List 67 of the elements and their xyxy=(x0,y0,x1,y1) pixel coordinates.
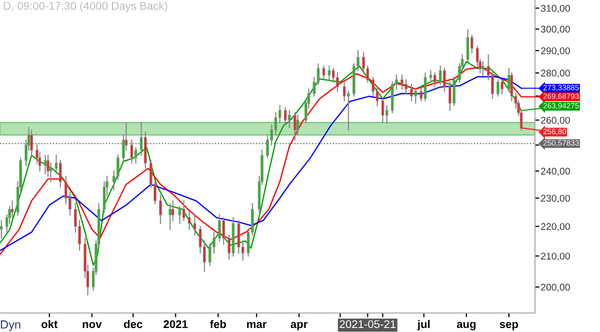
candlestick xyxy=(332,68,335,83)
x-tick-label: 2021-05-21 xyxy=(340,320,396,328)
candlestick xyxy=(342,82,346,102)
chart-title: D, 09:00-17:30 (4000 Days Back) xyxy=(4,2,168,12)
candlestick xyxy=(424,72,427,102)
candlestick xyxy=(347,90,350,130)
y-tick-label: 300,00 xyxy=(540,26,570,34)
candlestick xyxy=(372,76,375,97)
candlestick xyxy=(288,110,291,128)
x-tick-label: feb xyxy=(210,320,226,328)
candlestick xyxy=(381,98,384,124)
candlestick xyxy=(443,68,446,92)
candlestick xyxy=(30,129,33,156)
candlestick xyxy=(193,214,196,236)
x-tick-label: apr xyxy=(290,322,308,330)
candlestick xyxy=(336,72,339,92)
y-tick-label: 240,00 xyxy=(541,168,570,176)
candlestick xyxy=(452,76,456,106)
y-tick-label: 280,00 xyxy=(541,70,570,78)
candlestick xyxy=(400,74,404,90)
y-tick-label: 220,00 xyxy=(541,223,570,232)
candlestick xyxy=(182,200,186,222)
y-tick-label: 210,00 xyxy=(541,252,570,261)
candlestick xyxy=(44,154,47,174)
candlestick xyxy=(284,107,287,126)
candlestick xyxy=(466,29,470,62)
y-tick-label: 260,00 xyxy=(541,116,570,125)
candlestick xyxy=(322,66,326,80)
candlestick xyxy=(500,79,504,94)
candlestick xyxy=(414,88,418,104)
candlestick xyxy=(159,194,162,224)
candlestick xyxy=(218,214,221,242)
candlestick xyxy=(58,160,62,188)
y-tick-label: 200,00 xyxy=(541,284,570,292)
x-tick-label: okt xyxy=(41,320,58,328)
candlestick xyxy=(188,212,191,230)
candlestick xyxy=(438,66,442,85)
x-tick-label: jul xyxy=(417,320,430,330)
y-tick-label: 290,00 xyxy=(541,47,570,56)
candlestick xyxy=(410,84,413,102)
candlestick xyxy=(328,66,331,80)
candlestick xyxy=(294,112,296,141)
candlestick xyxy=(171,200,174,222)
x-tick-label: 2021 xyxy=(164,320,188,328)
y-tick-label: 230,00 xyxy=(541,194,570,203)
x-tick-label: aug xyxy=(456,322,476,330)
y-tick-label: 310,00 xyxy=(540,4,570,13)
candlestick xyxy=(433,72,436,88)
x-tick-label: sep xyxy=(500,322,518,330)
candlestick xyxy=(116,154,120,180)
candlestick xyxy=(130,139,134,164)
candlestick xyxy=(222,217,225,245)
candlestick xyxy=(481,61,484,76)
text: Dyn xyxy=(0,320,20,332)
candlestick xyxy=(168,203,172,230)
candlestick xyxy=(510,72,514,102)
candlestick xyxy=(237,220,240,254)
candlestick xyxy=(429,70,432,83)
x-tick-label: nov xyxy=(82,322,102,328)
candlestick xyxy=(0,220,3,239)
x-tick-label: dec xyxy=(124,320,142,328)
candlestick xyxy=(404,79,408,94)
candlestick xyxy=(178,206,182,224)
candlestick xyxy=(496,79,500,97)
x-tick-label: mar xyxy=(247,322,267,328)
candlestick xyxy=(10,200,14,218)
candlestick xyxy=(448,82,452,111)
